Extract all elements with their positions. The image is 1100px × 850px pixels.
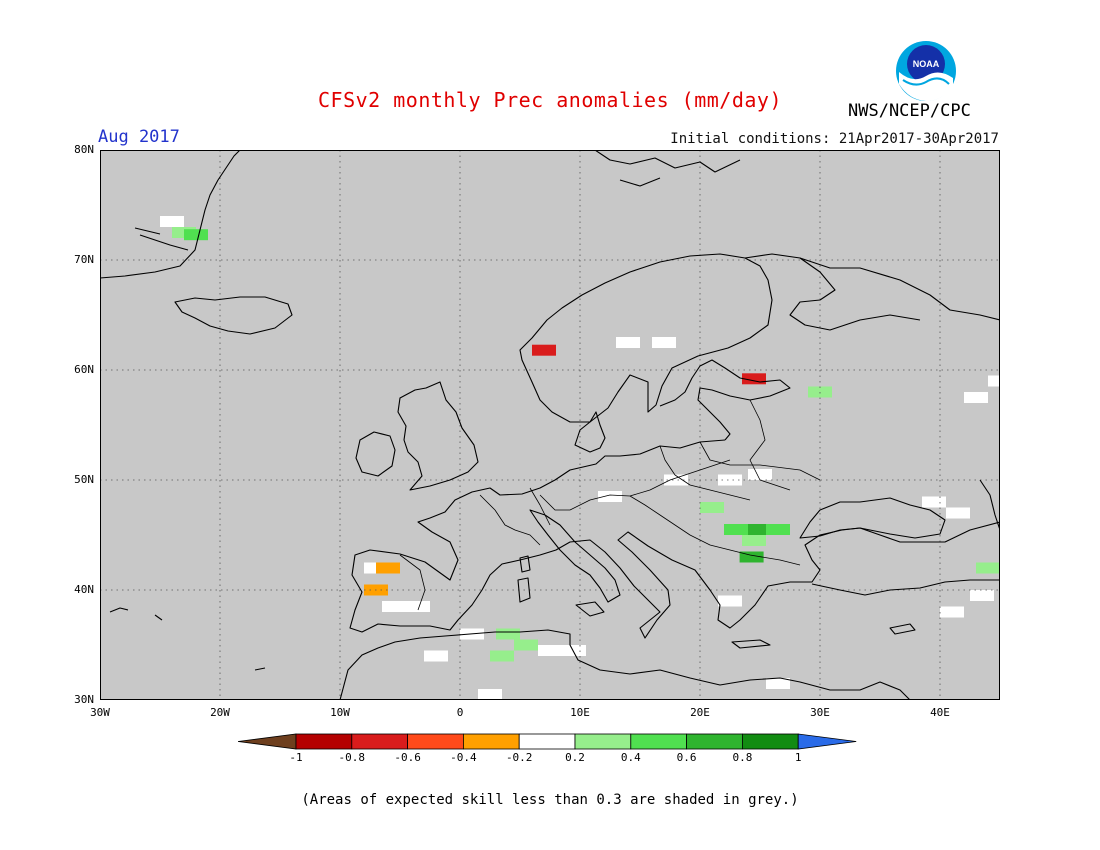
latitude-tick-label: 30N [74, 693, 94, 706]
colorbar-tick-label: 1 [794, 751, 802, 764]
latitude-tick-label: 80N [74, 143, 94, 156]
logo-text: NOAA [913, 59, 940, 69]
anomaly-cell [490, 650, 514, 662]
anomaly-cells [160, 216, 1000, 700]
colorbar-bin [630, 733, 687, 750]
longitude-tick-label: 30E [810, 706, 830, 719]
colorbar-bin [351, 733, 409, 750]
anomaly-cell [424, 650, 448, 662]
anomaly-cell [739, 551, 764, 563]
anomaly-cell [718, 595, 742, 607]
longitude-tick-label: 10E [570, 706, 590, 719]
latitude-tick-label: 60N [74, 363, 94, 376]
colorbar-tick-label: -1 [289, 751, 303, 764]
colorbar-tick-label: -0.8 [338, 751, 366, 764]
colorbar-tick-label: 0.8 [732, 751, 753, 764]
anomaly-cell [766, 524, 790, 535]
anomaly-cell [664, 474, 688, 486]
anomaly-cell [160, 216, 184, 227]
longitude-tick-label: 20W [210, 706, 230, 719]
anomaly-cell [700, 502, 724, 513]
colorbar-tick-label: -0.4 [450, 751, 477, 764]
chart-title: CFSv2 monthly Prec anomalies (mm/day) [317, 88, 783, 112]
initial-conditions: Initial conditions: 21Apr2017-30Apr2017 [670, 131, 999, 147]
longitude-tick-label: 0 [456, 706, 464, 719]
noaa-logo-icon: NOAA [896, 41, 956, 102]
anomaly-cell [376, 562, 400, 574]
colorbar-bin [797, 733, 857, 750]
anomaly-cell [946, 507, 970, 519]
anomaly-cell [724, 524, 748, 535]
coastlines [100, 150, 1000, 700]
colorbar-bin [574, 733, 632, 750]
latitude-tick-label: 50N [74, 473, 94, 486]
anomaly-cell [976, 562, 1000, 574]
map-gridlines [100, 150, 1000, 700]
anomaly-cell [496, 628, 520, 640]
colorbar-bins [238, 733, 857, 750]
anomaly-cell [766, 678, 790, 689]
colorbar-bin [238, 733, 297, 750]
anomaly-cell [748, 524, 772, 535]
anomaly-cell [562, 645, 586, 656]
colorbar-tick-label: 0.6 [676, 751, 697, 764]
map-background [100, 150, 1000, 700]
footer-note: (Areas of expected skill less than 0.3 a… [301, 792, 799, 808]
anomaly-cell [532, 344, 556, 356]
colorbar-bin [686, 733, 743, 750]
anomaly-cell [748, 469, 772, 480]
colorbar-tick-label: 0.2 [565, 751, 585, 764]
anomaly-cell [970, 590, 994, 601]
anomaly-cell [964, 392, 988, 403]
colorbar-bin [407, 733, 464, 750]
anomaly-cell [184, 229, 208, 241]
anomaly-cell [742, 535, 766, 546]
colorbar-tick-label: 0.4 [620, 751, 641, 764]
agency-label: NWS/NCEP/CPC [848, 101, 971, 121]
forecast-month: Aug 2017 [98, 127, 180, 147]
latitude-tick-label: 40N [74, 583, 94, 596]
colorbar-bin [462, 733, 520, 750]
anomaly-cell [598, 491, 622, 502]
anomaly-cell [478, 689, 502, 700]
colorbar [238, 733, 857, 750]
anomaly-cell [652, 337, 676, 348]
colorbar-bin [741, 733, 799, 750]
anomaly-cell [988, 375, 1000, 387]
anomaly-cell [616, 337, 640, 348]
anomaly-cell [406, 601, 430, 612]
longitude-tick-label: 40E [930, 706, 950, 719]
longitude-tick-label: 20E [690, 706, 710, 719]
anomaly-cell [718, 474, 742, 486]
anomaly-cell [514, 639, 538, 651]
colorbar-bin [295, 733, 353, 750]
latitude-tick-label: 70N [74, 253, 94, 266]
longitude-tick-label: 30W [90, 706, 110, 719]
colorbar-tick-label: -0.2 [505, 751, 533, 764]
anomaly-cell [940, 606, 964, 618]
longitude-tick-label: 10W [330, 706, 350, 719]
colorbar-tick-label: -0.6 [394, 751, 421, 764]
anomaly-cell [742, 373, 766, 385]
anomaly-cell [382, 601, 406, 612]
anomaly-cell [538, 645, 562, 656]
anomaly-cell [922, 496, 946, 508]
anomaly-map [100, 150, 1000, 700]
colorbar-bin [518, 733, 576, 750]
